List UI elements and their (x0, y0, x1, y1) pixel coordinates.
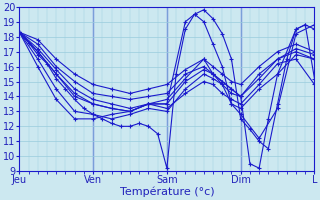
X-axis label: Température (°c): Température (°c) (120, 187, 214, 197)
